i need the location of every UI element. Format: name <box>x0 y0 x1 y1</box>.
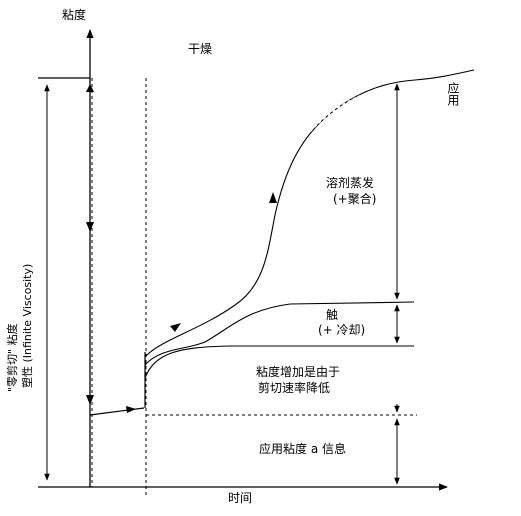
polymerization-label: (+聚合) <box>333 192 377 206</box>
solvent-evaporation-label: 溶剂蒸发 <box>326 176 375 190</box>
x-axis-label: 时间 <box>228 491 253 505</box>
upper-curve-arrowhead-2 <box>269 192 277 203</box>
application-ramp-arrowhead <box>126 406 136 413</box>
drying-phase-label: 干燥 <box>188 42 213 56</box>
y-axis-arrowhead-mid <box>86 222 94 232</box>
application-phase-label: 应用 <box>446 82 460 106</box>
shear-rate-decrease-label: 剪切速率降低 <box>258 381 331 395</box>
plastic-label: 塑性 (Infinite Viscosity) <box>21 263 34 388</box>
y-axis-arrowhead-low <box>86 395 94 405</box>
cooling-label: (+ 冷却) <box>318 323 366 337</box>
y-axis-label: 粘度 <box>62 8 87 22</box>
upper-curve-arrowhead-1 <box>170 323 181 332</box>
solvent-evaporation-dashed <box>294 95 361 151</box>
touch-curve <box>144 301 415 366</box>
application-ramp-line <box>89 407 145 416</box>
shear-increase-label: 粘度增加是由于 <box>256 365 341 379</box>
touch-label: 触 <box>326 308 339 322</box>
application-info-label: 应用粘度 a 信息 <box>259 442 346 456</box>
solvent-evaporation-curve <box>144 69 475 358</box>
zero-shear-label: "零剪切" 粘度 <box>6 323 19 392</box>
shear-recovery-curve <box>144 345 414 379</box>
y-axis-arrowhead-top <box>86 84 94 92</box>
